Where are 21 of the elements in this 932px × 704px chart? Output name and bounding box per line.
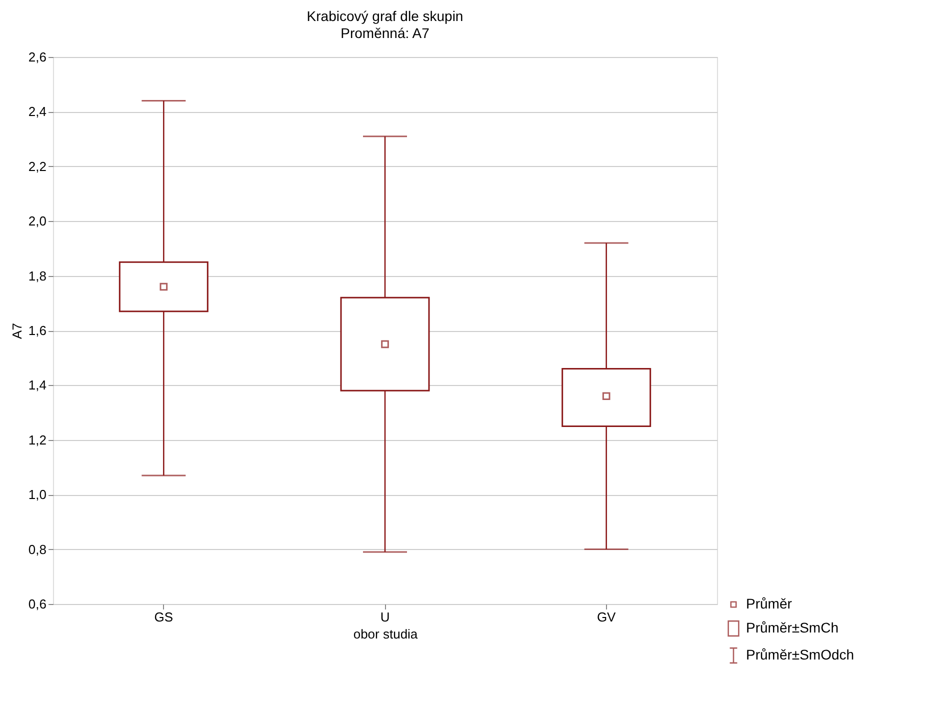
y-tick-label: 2,2 xyxy=(28,158,46,174)
x-tick-label: U xyxy=(380,610,390,624)
y-axis-title: A7 xyxy=(9,323,24,339)
x-tick-label: GS xyxy=(154,610,174,624)
text: Průměr±SmCh xyxy=(746,620,838,636)
y-tick-label: 1,8 xyxy=(28,268,46,284)
y-tick-label: 2,4 xyxy=(28,104,46,120)
chart-subtitle: Proměnná: A7 xyxy=(340,25,430,41)
y-tick-label: 1,2 xyxy=(28,432,46,448)
y-tick-label: 0,8 xyxy=(28,542,46,557)
y-tick-label: 1,0 xyxy=(28,487,46,502)
y-tick-label: 2,0 xyxy=(28,214,46,229)
x-axis-title: obor studia xyxy=(353,626,418,642)
x-tick-label: GV xyxy=(596,610,616,624)
y-tick-label: 2,6 xyxy=(28,50,46,64)
y-tick-label: 1,4 xyxy=(28,378,46,393)
text: Průměr xyxy=(746,596,792,612)
y-tick-label: 0,6 xyxy=(28,596,46,612)
y-tick-label: 1,6 xyxy=(28,323,46,338)
text: Průměr±SmOdch xyxy=(746,646,854,662)
chart-title: Krabicový graf dle skupin xyxy=(306,8,464,24)
